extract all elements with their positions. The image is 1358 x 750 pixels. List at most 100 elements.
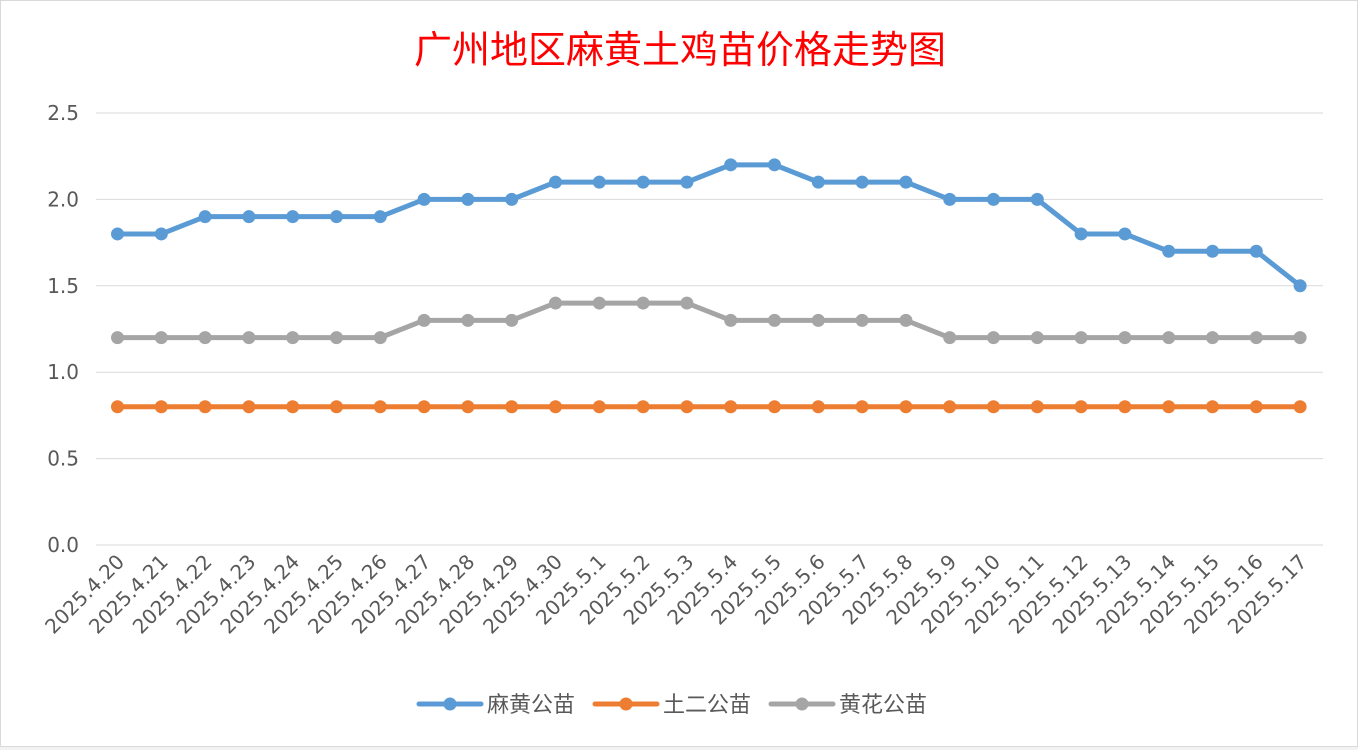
data-point — [461, 192, 475, 206]
data-point — [198, 400, 212, 414]
data-point — [198, 331, 212, 345]
data-point — [242, 331, 256, 345]
legend-label: 麻黄公苗 — [487, 693, 575, 718]
data-point — [373, 400, 387, 414]
series-1 — [111, 158, 1307, 293]
data-point — [811, 400, 825, 414]
data-point — [987, 331, 1000, 345]
y-tick-label: 0.0 — [47, 533, 79, 557]
data-point — [198, 210, 212, 224]
data-point — [1118, 400, 1132, 414]
legend-marker — [795, 697, 809, 711]
data-point — [1162, 331, 1176, 345]
data-point — [549, 400, 562, 414]
data-point — [417, 313, 431, 327]
data-point — [943, 331, 957, 345]
data-point — [680, 296, 694, 310]
data-point — [1118, 331, 1132, 345]
data-point — [592, 296, 606, 310]
data-point — [768, 400, 781, 414]
data-point — [330, 400, 343, 414]
legend-item: 土二公苗 — [592, 693, 751, 718]
data-point — [1074, 227, 1088, 241]
data-point — [505, 400, 519, 414]
data-point — [987, 400, 1000, 414]
data-point — [373, 210, 387, 224]
data-point — [111, 400, 124, 414]
data-point — [242, 210, 256, 224]
y-tick-label: 0.5 — [47, 447, 79, 471]
data-point — [811, 313, 825, 327]
data-point — [1206, 331, 1219, 345]
data-point — [1030, 192, 1044, 206]
data-point — [680, 400, 694, 414]
y-tick-label: 1.5 — [47, 274, 79, 298]
chart-title: 广州地区麻黄土鸡苗价格走势图 — [414, 28, 946, 72]
data-point — [680, 175, 694, 189]
legend-marker — [619, 697, 633, 711]
series-2 — [111, 400, 1307, 414]
data-point — [373, 331, 387, 345]
data-point — [592, 400, 606, 414]
data-point — [505, 192, 519, 206]
data-point — [154, 227, 168, 241]
data-point — [855, 313, 869, 327]
data-point — [417, 400, 431, 414]
legend-item: 麻黄公苗 — [416, 693, 575, 718]
data-point — [549, 175, 562, 189]
data-point — [724, 400, 738, 414]
legend: 麻黄公苗 土二公苗 黄花公苗 — [416, 693, 927, 718]
data-point — [636, 400, 650, 414]
data-point — [242, 400, 256, 414]
data-point — [768, 313, 781, 327]
data-point — [286, 400, 300, 414]
y-tick-label: 2.5 — [47, 101, 79, 125]
data-point — [1030, 331, 1044, 345]
data-point — [111, 227, 124, 241]
data-point — [461, 400, 475, 414]
data-point — [636, 175, 650, 189]
legend-label: 黄花公苗 — [839, 693, 927, 718]
data-point — [549, 296, 562, 310]
data-point — [1293, 331, 1307, 345]
data-point — [1074, 331, 1088, 345]
data-point — [1249, 331, 1263, 345]
data-point — [1074, 400, 1088, 414]
data-point — [592, 175, 606, 189]
series-lines — [111, 158, 1307, 414]
data-point — [636, 296, 650, 310]
series-line — [115, 300, 1303, 341]
legend-label: 土二公苗 — [663, 693, 751, 718]
data-point — [1206, 400, 1219, 414]
data-point — [943, 192, 957, 206]
data-point — [768, 158, 781, 172]
x-axis-ticks: 2025.4.202025.4.212025.4.222025.4.232025… — [40, 550, 1312, 639]
data-point — [1162, 400, 1176, 414]
y-tick-label: 2.0 — [47, 187, 79, 211]
data-point — [1249, 400, 1263, 414]
data-point — [505, 313, 519, 327]
data-point — [330, 210, 343, 224]
data-point — [1118, 227, 1132, 241]
data-point — [855, 175, 869, 189]
data-point — [899, 313, 913, 327]
data-point — [811, 175, 825, 189]
y-axis-ticks: 0.0 0.5 1.0 1.5 2.0 2.5 — [47, 101, 79, 557]
data-point — [1249, 244, 1263, 258]
series-line — [115, 162, 1303, 289]
data-point — [855, 400, 869, 414]
data-point — [724, 158, 738, 172]
data-point — [1206, 244, 1219, 258]
data-point — [417, 192, 431, 206]
data-point — [154, 400, 168, 414]
data-point — [330, 331, 343, 345]
data-point — [111, 331, 124, 345]
legend-item: 黄花公苗 — [768, 693, 927, 718]
data-point — [724, 313, 738, 327]
data-point — [286, 331, 300, 345]
series-3 — [111, 296, 1307, 345]
data-point — [899, 175, 913, 189]
data-point — [1162, 244, 1176, 258]
data-point — [899, 400, 913, 414]
